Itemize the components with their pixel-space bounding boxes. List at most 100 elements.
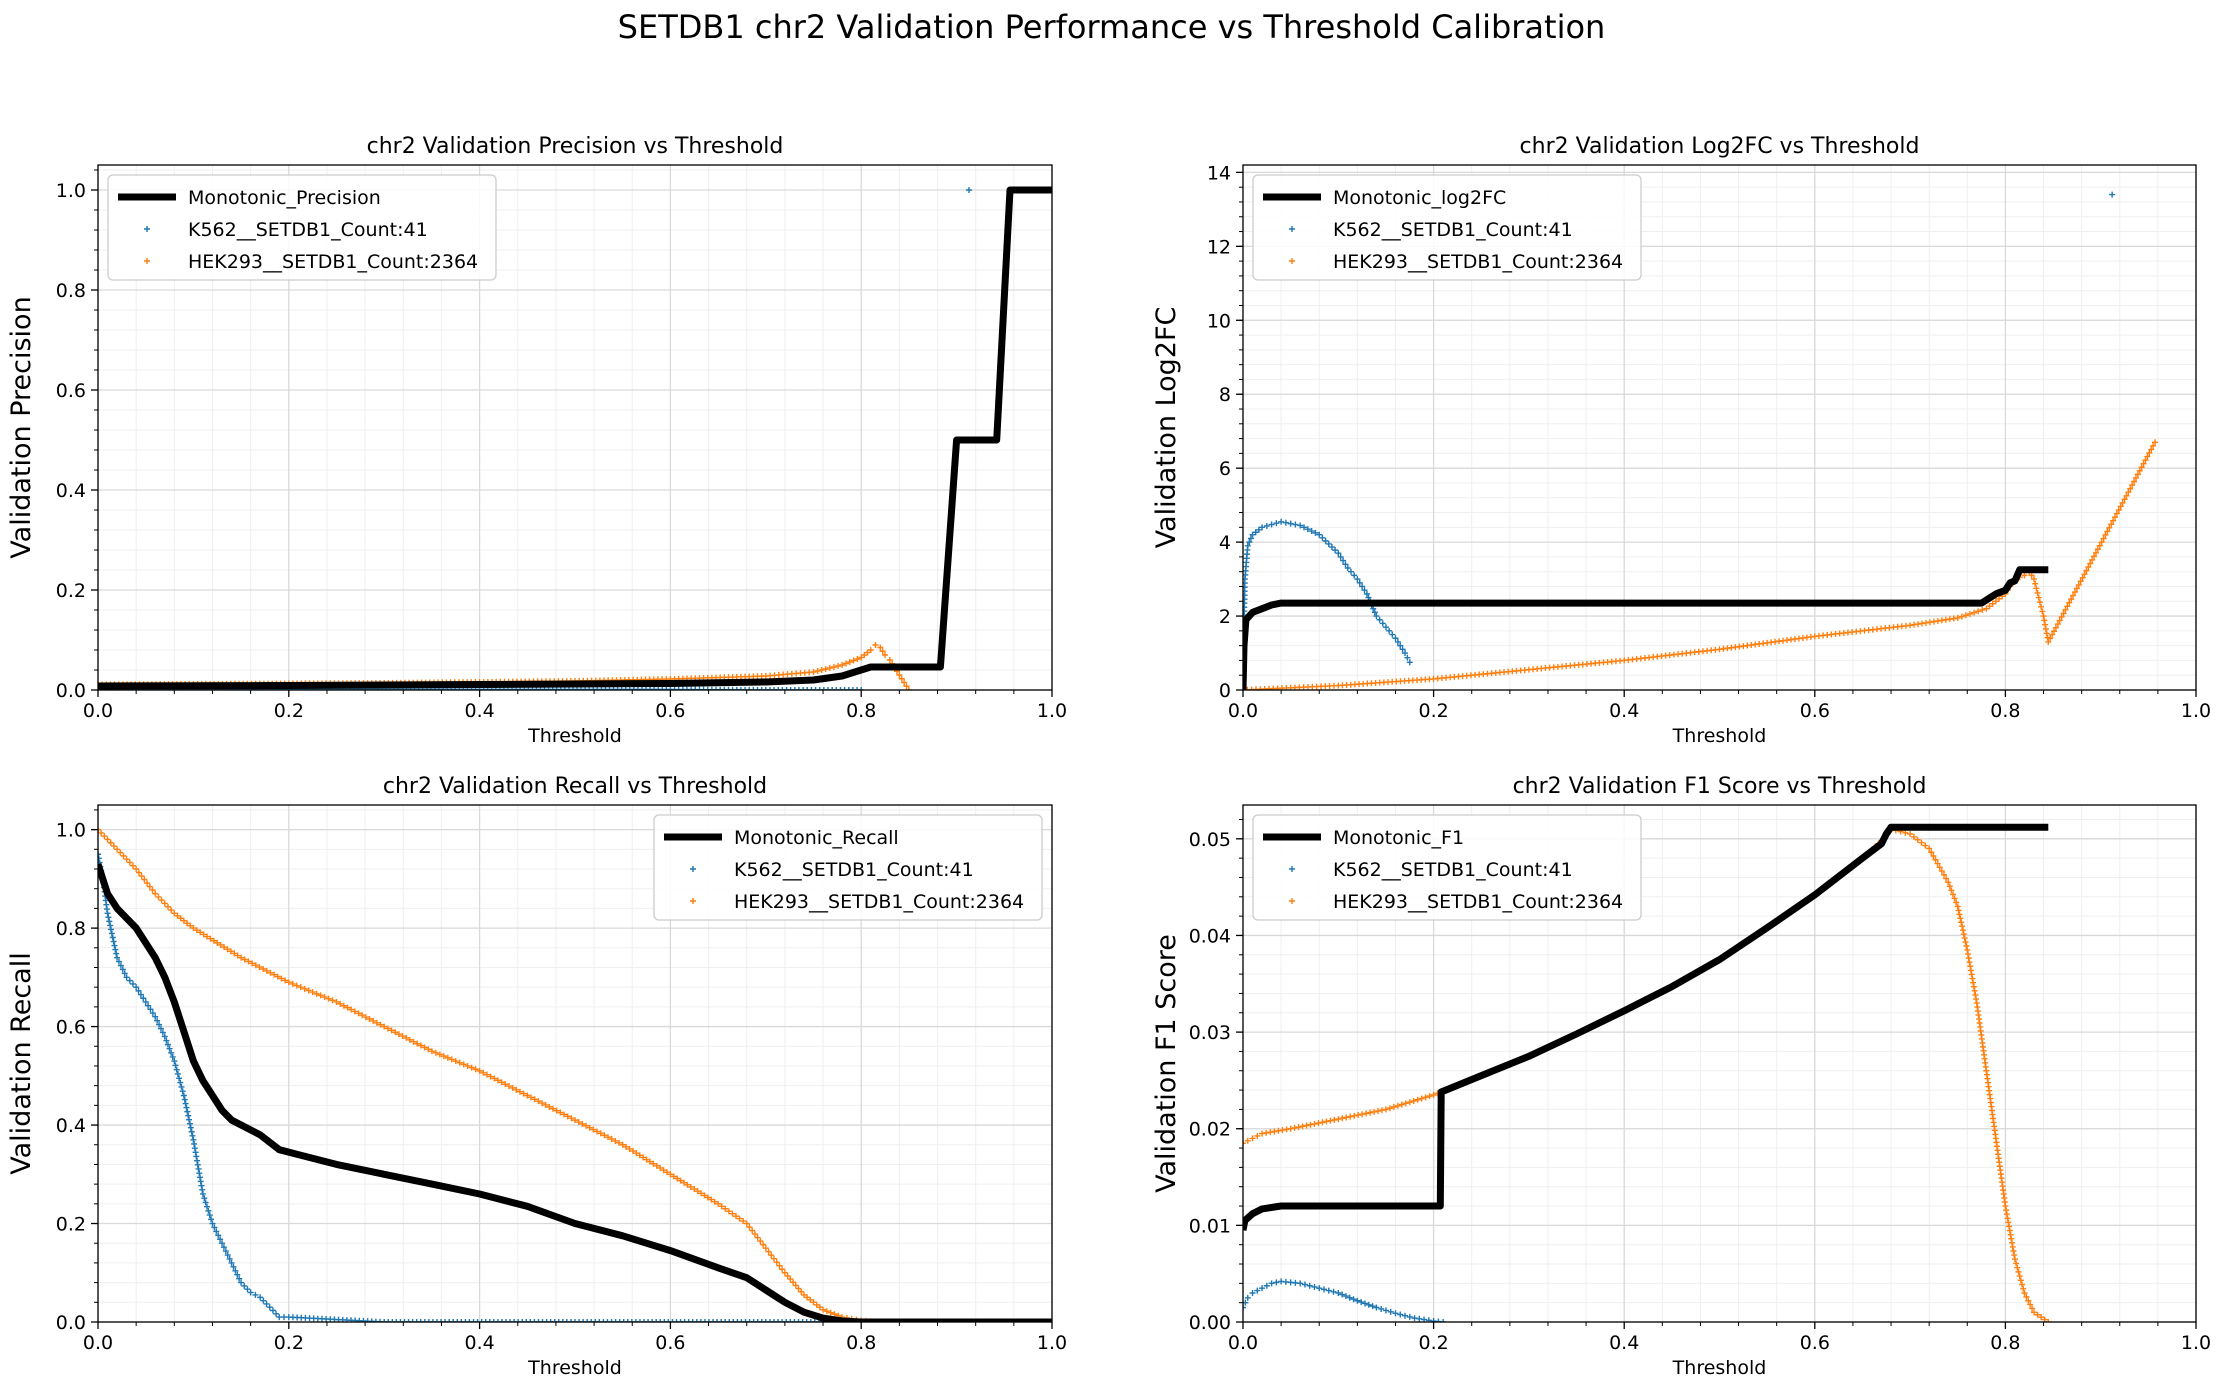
interp-marker [2041,617,2048,624]
x-tick-label: 0.6 [655,1332,685,1354]
interp-marker [389,1319,396,1322]
interp-marker [460,1061,467,1068]
interp-marker [1319,534,1326,541]
data-point [2109,191,2116,198]
interp-marker [297,984,304,991]
interp-marker [669,1319,676,1322]
interp-marker [1347,1113,1354,1120]
interp-marker [1425,1317,1432,1322]
interp-marker [425,1319,432,1322]
interp-marker [2073,585,2080,592]
data-point [238,1279,245,1286]
interp-marker [799,1319,806,1322]
interp-marker [1936,864,1943,871]
interp-marker [746,1319,753,1322]
interp-marker [282,977,289,984]
interp-marker [135,987,142,994]
interp-marker [260,966,267,973]
interp-marker [211,1224,218,1231]
interp-marker [543,1319,550,1322]
interp-marker [405,1319,412,1322]
data-point [896,672,903,678]
interp-marker [1311,1283,1318,1290]
interp-marker [1291,1124,1298,1131]
monotonic-line [98,186,1052,690]
interp-marker [1966,959,1973,966]
interp-marker [267,969,274,976]
interp-marker [549,1105,556,1112]
interp-marker [2142,457,2149,464]
interp-marker [2052,624,2059,631]
data-point [1373,1304,1380,1311]
interp-marker [442,1319,449,1322]
interp-marker [1943,875,1950,882]
interp-marker [144,880,151,887]
interp-marker [184,920,191,927]
interp-marker [2079,574,2086,581]
interp-marker [377,1021,384,1028]
interp-marker [1327,1117,1334,1124]
interp-marker [592,1319,599,1322]
interp-marker [584,1319,591,1322]
interp-marker [1303,1122,1310,1129]
axes-frame [1242,164,2197,691]
interp-marker [1402,1312,1409,1319]
interp-marker [1263,1282,1270,1289]
data-point [190,1136,197,1143]
interp-marker [1379,620,1386,627]
y-tick-label: 14 [1207,162,1231,184]
interp-marker [653,1319,660,1322]
interp-marker [362,1014,369,1021]
interp-marker [626,1145,633,1152]
interp-marker [2033,585,2040,592]
interp-marker [2034,1311,2041,1318]
data-point [1335,1116,1342,1123]
interp-marker [1953,899,1960,906]
interp-marker [783,687,790,690]
interp-marker [1928,849,1935,856]
data-point [1406,659,1413,666]
interp-marker [110,843,117,850]
interp-marker [757,1238,764,1245]
interp-marker [898,675,905,682]
interp-marker [601,1132,608,1139]
interp-marker [1307,1121,1314,1128]
interp-marker [795,1285,802,1292]
interp-marker [816,1304,823,1311]
data-point [238,954,245,961]
interp-marker [605,1134,612,1141]
interp-marker [1967,963,1974,970]
interp-marker [730,1319,737,1322]
interp-marker [273,1310,280,1317]
interp-marker [1315,1120,1322,1127]
interp-marker [564,1113,571,1120]
interp-marker [1957,915,1964,922]
data-point [524,1092,531,1099]
interp-marker [1958,613,1965,620]
data-point [285,979,292,986]
legend-box [1252,174,1642,281]
interp-marker [665,1319,672,1322]
interp-marker [531,1319,538,1322]
interp-marker [579,1120,586,1127]
data-point [1249,1135,1256,1142]
data-point [199,1190,206,1197]
interp-marker [1346,1294,1353,1301]
interp-marker [531,1096,538,1103]
interp-marker [180,917,187,924]
interp-marker [1914,836,1921,843]
interp-marker [555,1319,562,1322]
interp-marker [2123,492,2130,499]
interp-marker [684,1181,691,1188]
data-point [1297,1280,1304,1287]
interp-marker [795,687,802,690]
interp-marker [138,873,145,880]
interp-marker [213,1228,220,1235]
y-tick-label: 0.0 [56,1312,86,1334]
interp-marker [1356,579,1363,586]
series-hek293-setdb1-count-2364 [1243,439,2159,690]
interp-marker [494,1319,501,1322]
interp-marker [1348,568,1355,575]
interp-marker [779,1266,786,1273]
interp-marker [1965,951,1972,958]
